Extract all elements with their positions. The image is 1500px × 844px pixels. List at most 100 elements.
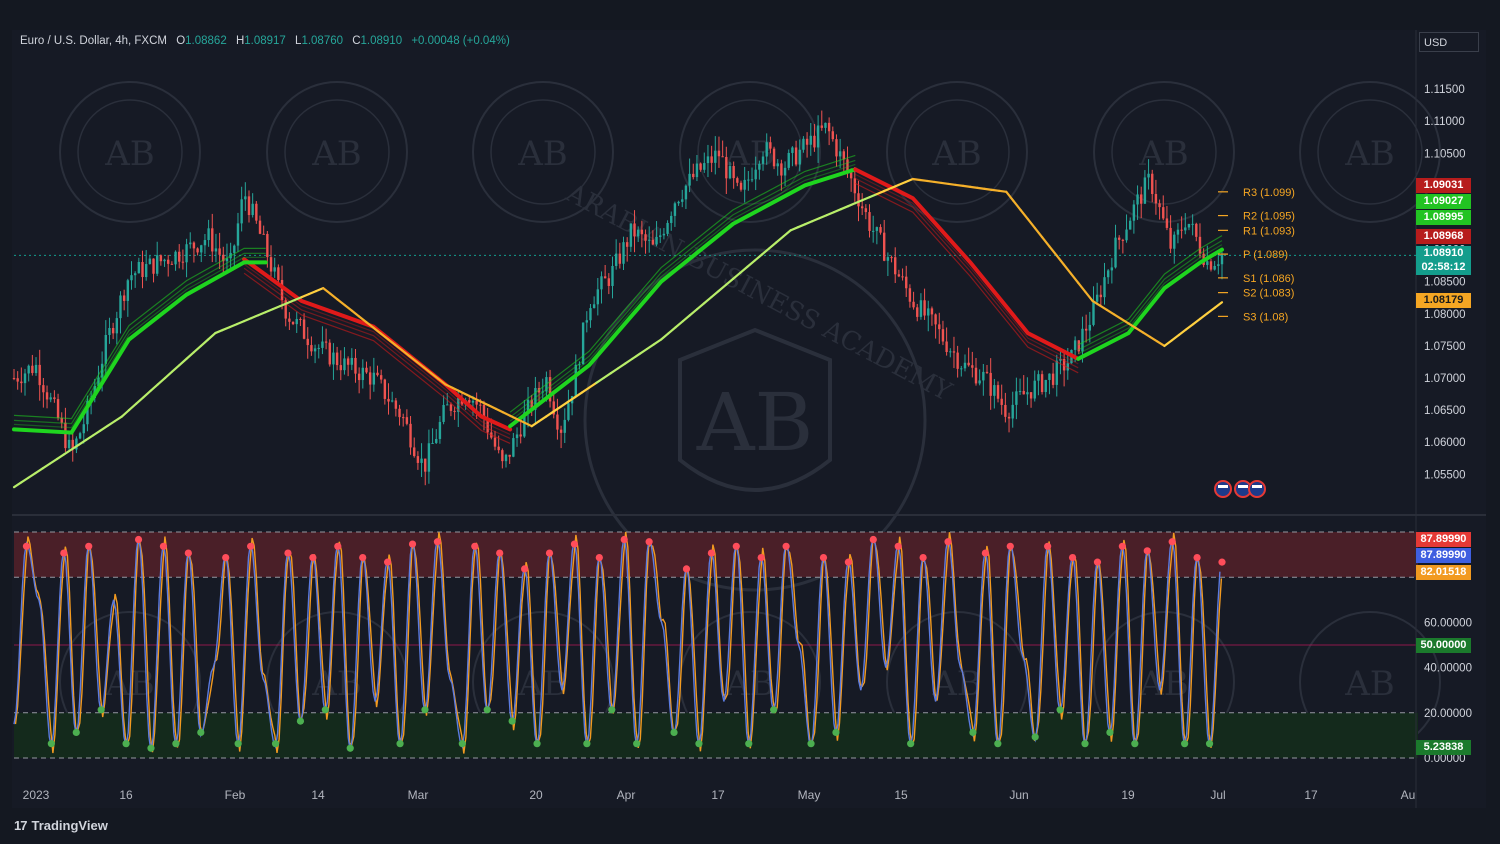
price-axis-tick: 1.11000 [1424, 116, 1465, 128]
candle-body [178, 251, 181, 262]
currency-selector[interactable]: USD [1419, 32, 1479, 52]
candle-body [332, 352, 335, 365]
price-tag: 1.08968 [1416, 229, 1471, 244]
overbought-dot [919, 554, 927, 562]
tradingview-logo[interactable]: 17 TradingView [14, 818, 108, 833]
long-ma-segment [616, 362, 627, 370]
candle-body [655, 236, 658, 245]
stoch-d-line [14, 531, 1223, 754]
candle-body [515, 434, 519, 439]
candles-layer [12, 110, 1224, 486]
candle-body [901, 276, 904, 278]
long-ma-segment [652, 338, 663, 346]
long-ma-segment [997, 189, 1008, 193]
watermark-initials: AB [1344, 134, 1395, 174]
time-axis-tick: Au [1401, 788, 1416, 802]
overbought-dot [134, 535, 143, 544]
candle-body [159, 255, 163, 262]
overbought-dot [869, 535, 877, 544]
watermark-medallion-icon [1299, 81, 1441, 223]
long-ma-segment [307, 290, 318, 296]
candle-body [163, 259, 166, 262]
oversold-dot [1056, 706, 1064, 714]
candle-body [394, 400, 398, 409]
candle-body [567, 403, 570, 420]
overbought-dot [471, 542, 479, 550]
candle-body [923, 300, 926, 316]
long-ma-segment [429, 372, 440, 380]
candle-body [240, 199, 243, 224]
watermark-ring-icon [1111, 99, 1217, 205]
long-ma-segment [976, 186, 986, 190]
candle-body [556, 414, 559, 430]
candle-body [611, 265, 614, 286]
candle-body [860, 206, 864, 209]
long-ma-segment [379, 332, 390, 341]
long-ma-segment [1077, 281, 1087, 293]
overbought-dot [1193, 554, 1201, 562]
watermark-ring-icon [1317, 99, 1423, 205]
overbought-dot [894, 542, 902, 550]
long-ma-segment [257, 310, 267, 317]
candle-body [534, 388, 537, 410]
candle-body [398, 408, 401, 418]
long-ma-segment [782, 229, 792, 238]
candle-body [291, 321, 295, 325]
overbought-dot [757, 554, 765, 562]
overbought-dot [1093, 558, 1102, 566]
candle-body [203, 240, 207, 246]
overbought-dot [334, 542, 342, 550]
candle-body [886, 257, 890, 261]
candle-body [324, 341, 328, 343]
candle-body [574, 364, 577, 397]
price-axis-tick: 1.06500 [1424, 405, 1466, 417]
long-ma-segment [940, 181, 950, 186]
candle-body [978, 380, 981, 384]
candle-body [365, 367, 368, 373]
chart-area[interactable] [12, 30, 1486, 808]
long-ma-segment [1156, 340, 1166, 348]
long-ma-segment [1192, 317, 1202, 326]
oversold-dot [533, 740, 541, 748]
long-ma-segment [372, 326, 382, 335]
overbought-dot [819, 554, 828, 562]
candle-body [20, 381, 23, 384]
symbol-header[interactable]: Euro / U.S. Dollar, 4h, FXCM O1.08862 H1… [20, 35, 510, 47]
overbought-dot [22, 542, 31, 550]
candle-body [225, 258, 229, 262]
long-ma-segment [803, 220, 814, 226]
candle-body [1033, 380, 1036, 399]
ma-ribbon-line [855, 173, 1079, 365]
candle-body [493, 437, 497, 447]
long-ma-segment [1213, 301, 1224, 309]
candle-body [1051, 373, 1055, 385]
price-tag: 1.08910 [1416, 246, 1471, 261]
long-ma-segment [739, 265, 749, 274]
time-axis-tick: 19 [1121, 788, 1135, 802]
candle-body [930, 308, 934, 315]
long-ma-segment [458, 390, 469, 396]
candle-body [244, 196, 247, 200]
candle-body [813, 135, 816, 148]
candle-body [791, 147, 794, 153]
overbought-dot [844, 558, 852, 566]
candle-body [200, 245, 203, 253]
candle-body [761, 156, 765, 164]
long-ma-segment [1012, 199, 1022, 212]
long-ma-segment [1141, 331, 1152, 339]
symbol-name[interactable]: Euro / U.S. Dollar, 4h, FXCM [20, 35, 167, 47]
oversold-dot [670, 728, 678, 737]
oscillator-axis-tick: 20.00000 [1424, 708, 1472, 720]
ma-ribbon-line [509, 154, 856, 413]
long-ma-segment [408, 355, 418, 363]
candle-body [126, 280, 130, 301]
candle-body [530, 399, 533, 410]
candle-body [629, 223, 633, 247]
candle-body [747, 179, 750, 181]
long-ma-segment [609, 367, 620, 375]
candle-body [1162, 207, 1165, 219]
high-label: H [235, 35, 245, 47]
long-ma-segment [393, 343, 404, 352]
candle-body [938, 324, 941, 330]
